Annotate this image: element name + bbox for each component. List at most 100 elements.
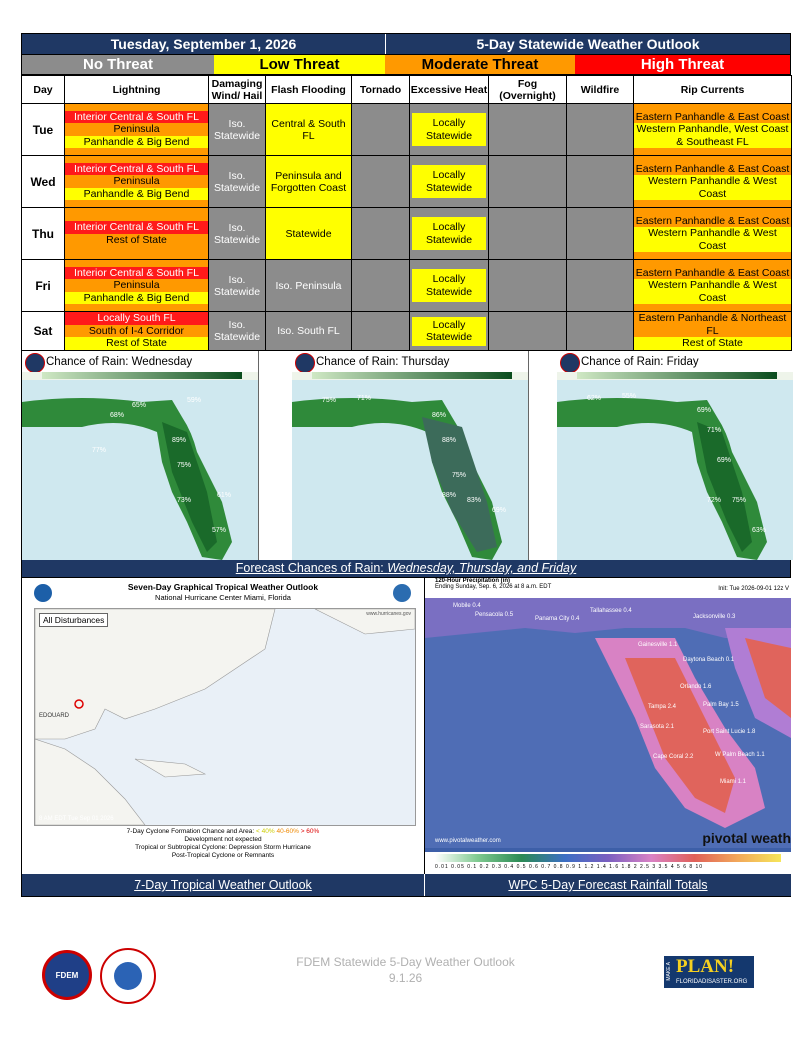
legend-hurr: Hurricane xyxy=(282,844,311,851)
rain-value: 75% xyxy=(452,472,466,479)
rain-caption[interactable]: Forecast Chances of Rain: Wednesday, Thu… xyxy=(22,560,790,577)
legend-storm: Storm xyxy=(263,844,281,851)
lightning-high: Interior Central & South FL xyxy=(65,110,208,124)
rain-value: 69% xyxy=(697,407,711,414)
heat-value: Locally Statewide xyxy=(412,113,486,146)
wpc-header: 120-Hour Precipitation (in) Ending Sunda… xyxy=(425,578,791,598)
rain-value: 88% xyxy=(442,492,456,499)
lightning-moderate: Rest of State xyxy=(106,233,167,246)
rip-cell: Eastern Panhandle & East Coast Western P… xyxy=(633,207,792,260)
rain-map-wednesday: Chance of Rain: Wednesday 65% 59% 68% 77… xyxy=(22,351,259,560)
nws-inner-icon xyxy=(114,962,142,990)
wpc-city: Panama City 0.4 xyxy=(535,616,580,622)
header-date: Tuesday, September 1, 2026 xyxy=(22,34,386,54)
wpc-city: Sarasota 2.1 xyxy=(640,724,675,730)
storm-marker-icon xyxy=(74,699,84,709)
wind-cell: Iso. Statewide xyxy=(208,259,266,312)
tropical-caption[interactable]: 7-Day Tropical Weather Outlook xyxy=(22,874,424,896)
legend-line4: Post-Tropical Cyclone or Remnants xyxy=(171,852,275,859)
heat-cell: Locally Statewide xyxy=(409,103,489,156)
legend-dep: Depression xyxy=(228,844,262,851)
lightning-low: Panhandle & Big Bend xyxy=(65,291,208,305)
rain-value: 65% xyxy=(132,402,146,409)
legend-mid: 40-60% xyxy=(276,828,299,835)
wpc-city: Mobile 0.4 xyxy=(453,603,481,609)
fdem-text: FDEM xyxy=(55,970,79,980)
legend-low: < 40% xyxy=(256,828,275,835)
plan-pre: MAKE A xyxy=(666,962,672,981)
lightning-low: Panhandle & Big Bend xyxy=(65,135,208,149)
make-a-plan-logo[interactable]: MAKE A PLAN! FLORIDADISASTER.ORG xyxy=(664,956,754,988)
rain-value: 77% xyxy=(92,447,106,454)
day-cell: Wed xyxy=(21,155,65,208)
day-cell: Thu xyxy=(21,207,65,260)
fdem-logo-icon: FDEM xyxy=(42,950,92,1000)
rain-value: 83% xyxy=(467,497,481,504)
col-tornado: Tornado xyxy=(351,75,410,104)
tornado-cell xyxy=(351,207,410,260)
rain-value: 57% xyxy=(212,527,226,534)
lightning-high: Locally South FL xyxy=(65,312,208,325)
bottom-maps-section: Seven-Day Graphical Tropical Weather Out… xyxy=(21,578,791,897)
plan-text: PLAN! xyxy=(676,956,735,977)
heat-value: Locally Statewide xyxy=(412,165,486,198)
table-header-row: Day Lightning Damaging Wind/ Hail Flash … xyxy=(21,75,792,104)
rain-value: 75% xyxy=(732,497,746,504)
col-wildfire: Wildfire xyxy=(566,75,634,104)
rain-map-friday: Chance of Rain: Friday 62% 55% 69% 71% 6… xyxy=(557,351,793,560)
wpc-title: 120-Hour Precipitation (in) xyxy=(435,578,511,584)
rain-map-title: Chance of Rain: Thursday xyxy=(292,351,528,372)
storm-label: EDOUARD xyxy=(39,713,70,719)
col-lightning: Lightning xyxy=(64,75,209,104)
florida-rain-map-thu: 75% 71% 86% 88% 75% 88% 83% 69% xyxy=(292,372,528,560)
threat-legend: No Threat Low Threat Moderate Threat Hig… xyxy=(21,55,791,75)
header-title: 5-Day Statewide Weather Outlook xyxy=(476,36,700,52)
wpc-city: Jacksonville 0.3 xyxy=(693,614,736,620)
lightning-moderate: Peninsula xyxy=(113,123,160,136)
heat-cell: Locally Statewide xyxy=(409,155,489,208)
rain-map-thursday: Chance of Rain: Thursday 75% 71% 86% 88%… xyxy=(292,351,529,560)
rain-value: 71% xyxy=(707,427,721,434)
lightning-cell: Interior Central & South FL Rest of Stat… xyxy=(64,207,209,260)
rain-map-title: Chance of Rain: Wednesday xyxy=(22,351,258,372)
tropical-title: Seven-Day Graphical Tropical Weather Out… xyxy=(127,582,319,592)
wpc-city: Palm Bay 1.5 xyxy=(703,702,739,708)
plan-url: FLORIDADISASTER.ORG xyxy=(676,979,748,985)
rain-value: 75% xyxy=(322,397,336,404)
lightning-high: Interior Central & South FL xyxy=(65,266,208,280)
tropical-subtitle: National Hurricane Center Miami, Florida xyxy=(155,593,291,602)
wpc-init: Init: Tue 2026-09-01 12z V xyxy=(718,586,789,592)
rip-moderate: Eastern Panhandle & East Coast xyxy=(635,110,790,123)
wpc-city: Tampa 2.4 xyxy=(648,704,677,710)
legend-high-threat: High Threat xyxy=(575,55,790,74)
wind-cell: Iso. Statewide xyxy=(208,311,266,351)
wpc-caption[interactable]: WPC 5-Day Forecast Rainfall Totals xyxy=(425,874,791,896)
outlook-page: Tuesday, September 1, 2026 5-Day Statewi… xyxy=(21,33,793,897)
col-day: Day xyxy=(21,75,65,104)
wpc-city: Orlando 1.6 xyxy=(680,684,712,690)
legend-line2: Development not expected xyxy=(184,836,262,843)
rain-value: 75% xyxy=(177,462,191,469)
fog-cell xyxy=(488,311,567,351)
rain-map-title: Chance of Rain: Friday xyxy=(557,351,793,372)
wind-cell: Iso. Statewide xyxy=(208,207,266,260)
lightning-high: Interior Central & South FL xyxy=(65,162,208,176)
table-row: Tue Interior Central & South FL Peninsul… xyxy=(21,103,792,156)
tropical-site: www.hurricanes.gov xyxy=(366,611,411,617)
rip-cell: Eastern Panhandle & East Coast Western P… xyxy=(633,259,792,312)
flood-cell: Iso. Peninsula xyxy=(265,259,352,312)
florida-rain-map-wed: 65% 59% 68% 77% 89% 75% 73% 61% 57% xyxy=(22,372,258,560)
footer-text: FDEM Statewide 5-Day Weather Outlook 9.1… xyxy=(250,954,561,986)
rain-value: 68% xyxy=(110,412,124,419)
flood-cell: Central & South FL xyxy=(265,103,352,156)
rain-value: 88% xyxy=(442,437,456,444)
wpc-city: Tallahassee 0.4 xyxy=(590,608,632,614)
rain-value: 73% xyxy=(177,497,191,504)
fdem-logo-icon xyxy=(295,353,315,373)
lightning-moderate: Peninsula xyxy=(113,279,160,292)
wildfire-cell xyxy=(566,311,634,351)
wpc-city: Cape Coral 2.2 xyxy=(653,754,694,760)
lightning-low: Panhandle & Big Bend xyxy=(65,187,208,201)
footer-title: FDEM Statewide 5-Day Weather Outlook xyxy=(296,955,515,969)
noaa-logo-icon xyxy=(34,584,52,602)
